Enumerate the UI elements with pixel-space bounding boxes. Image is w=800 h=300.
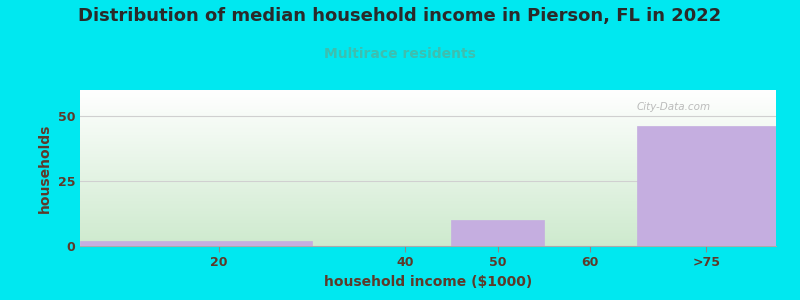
Bar [637, 126, 776, 246]
Y-axis label: households: households [38, 123, 52, 213]
Text: Multirace residents: Multirace residents [324, 46, 476, 61]
Bar [451, 220, 544, 246]
Text: Distribution of median household income in Pierson, FL in 2022: Distribution of median household income … [78, 8, 722, 26]
Bar [80, 241, 312, 246]
X-axis label: household income ($1000): household income ($1000) [324, 275, 532, 289]
Text: City-Data.com: City-Data.com [637, 103, 711, 112]
